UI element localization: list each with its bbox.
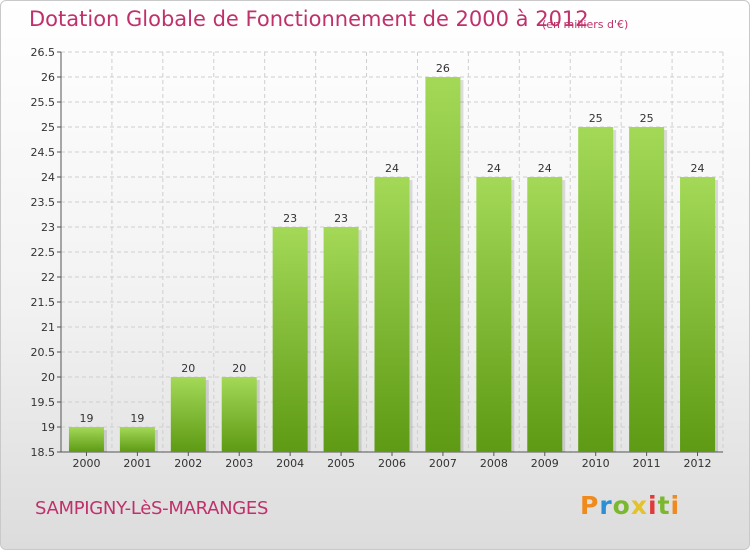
x-tick-label: 2002 bbox=[174, 457, 202, 470]
x-tick-label: 2009 bbox=[531, 457, 559, 470]
y-tick-label: 20.5 bbox=[31, 346, 56, 359]
chart-unit-note: (en milliers d'€) bbox=[542, 18, 629, 31]
bar-value-label: 20 bbox=[181, 362, 195, 375]
bar bbox=[425, 77, 461, 452]
bar-value-label: 23 bbox=[283, 212, 297, 225]
bars bbox=[68, 77, 719, 452]
y-tick-label: 19 bbox=[41, 421, 55, 434]
y-tick-label: 22.5 bbox=[31, 246, 56, 259]
bar-value-label: 19 bbox=[130, 412, 144, 425]
logo-letter: o bbox=[612, 491, 631, 520]
bar bbox=[527, 177, 563, 452]
y-tick-label: 24.5 bbox=[31, 146, 56, 159]
bar bbox=[272, 227, 308, 452]
x-tick-label: 2000 bbox=[72, 457, 100, 470]
logo-letter: t bbox=[657, 491, 671, 520]
bar bbox=[119, 427, 155, 452]
y-tick-label: 18.5 bbox=[31, 446, 56, 459]
y-tick-label: 26 bbox=[41, 71, 55, 84]
bar-value-label: 26 bbox=[436, 62, 450, 75]
bar-value-label: 19 bbox=[79, 412, 93, 425]
y-tick-label: 24 bbox=[41, 171, 55, 184]
x-tick-label: 2010 bbox=[582, 457, 610, 470]
y-tick-label: 20 bbox=[41, 371, 55, 384]
axes: 18.5 19 19.5 20 20.5 21 21.5 22 22.5 23 23.5 24 24.5… bbox=[31, 46, 723, 459]
bar bbox=[221, 377, 257, 452]
bar-value-label: 24 bbox=[385, 162, 399, 175]
y-tick-label: 25 bbox=[41, 121, 55, 134]
bar bbox=[170, 377, 206, 452]
commune-name: SAMPIGNY-LèS-MARANGES bbox=[35, 498, 269, 519]
logo-letter: P bbox=[580, 491, 600, 520]
x-tick-label: 2012 bbox=[684, 457, 712, 470]
labels: 19 2000 19 2001 20 2002 20 2003 23 2004 23 2005 24 20… bbox=[72, 62, 711, 470]
y-tick-label: 23 bbox=[41, 221, 55, 234]
y-tick-label: 21.5 bbox=[31, 296, 56, 309]
y-tick-label: 21 bbox=[41, 321, 55, 334]
x-tick-label: 2004 bbox=[276, 457, 304, 470]
bar bbox=[374, 177, 410, 452]
bar-value-label: 24 bbox=[487, 162, 501, 175]
logo-letter: i bbox=[670, 491, 681, 520]
x-tick-label: 2007 bbox=[429, 457, 457, 470]
bar bbox=[578, 127, 614, 452]
x-tick-label: 2006 bbox=[378, 457, 406, 470]
bar bbox=[680, 177, 716, 452]
bar bbox=[68, 427, 104, 452]
logo-letter: r bbox=[599, 491, 613, 520]
x-tick-label: 2011 bbox=[633, 457, 661, 470]
y-tick-label: 25.5 bbox=[31, 96, 56, 109]
x-tick-label: 2008 bbox=[480, 457, 508, 470]
logo-letter: i bbox=[648, 491, 658, 520]
proxiti-logo: Proxiti bbox=[580, 491, 680, 520]
y-tick-label: 23.5 bbox=[31, 196, 56, 209]
bar bbox=[323, 227, 359, 452]
bar-value-label: 23 bbox=[334, 212, 348, 225]
x-tick-label: 2001 bbox=[123, 457, 151, 470]
bar bbox=[476, 177, 512, 452]
bar-value-label: 24 bbox=[691, 162, 705, 175]
x-tick-label: 2005 bbox=[327, 457, 355, 470]
bar-value-label: 20 bbox=[232, 362, 246, 375]
x-tick-label: 2003 bbox=[225, 457, 253, 470]
y-tick-label: 22 bbox=[41, 271, 55, 284]
y-tick-label: 19.5 bbox=[31, 396, 56, 409]
logo-letter: x bbox=[630, 491, 648, 520]
bar-value-label: 24 bbox=[538, 162, 552, 175]
chart-title: Dotation Globale de Fonctionnement de 20… bbox=[29, 7, 589, 31]
y-tick-label: 26.5 bbox=[31, 46, 56, 59]
bar bbox=[629, 127, 665, 452]
bar-value-label: 25 bbox=[589, 112, 603, 125]
bar-value-label: 25 bbox=[640, 112, 654, 125]
